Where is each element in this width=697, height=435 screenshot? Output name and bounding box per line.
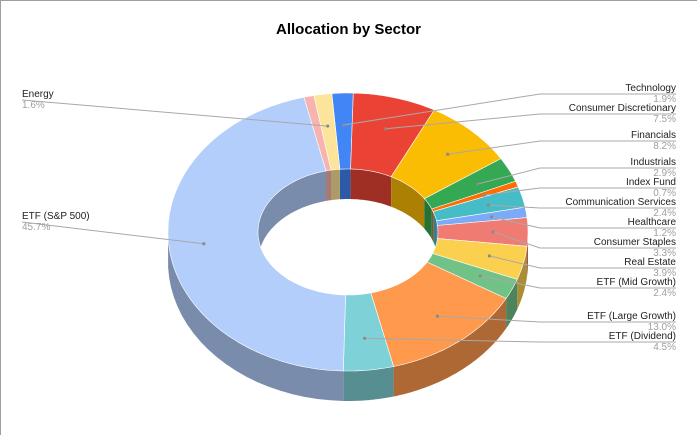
slice-label: ETF (Mid Growth) 2.4% [597, 277, 676, 299]
slice-label-percent: 3.3% [653, 248, 676, 259]
slice-outer-wall [393, 298, 507, 397]
slice-label: ETF (S&P 500) 45.7% [22, 211, 90, 233]
slice-inner-wall [433, 211, 437, 251]
slice-label-name: ETF (Mid Growth) [596, 277, 676, 288]
slice-label: ETF (Large Growth) 13.0% [587, 311, 676, 333]
slice-outer-wall [168, 237, 344, 401]
slice-label-name: Technology [625, 83, 676, 94]
slice-label: Index Fund 0.7% [626, 177, 676, 199]
slice-inner-wall [350, 169, 392, 207]
slice-label: Industrials 2.9% [630, 157, 676, 179]
donut-sides [168, 169, 528, 401]
slice-label-name: Index Fund [625, 177, 676, 188]
slice-inner-wall [258, 170, 326, 260]
slice-energy[interactable] [313, 93, 341, 171]
slice-label-percent: 1.2% [653, 228, 676, 239]
slice-inner-wall [424, 198, 432, 239]
slice-label: Energy 1.6% [22, 89, 54, 111]
slice-inner-wall [331, 169, 340, 201]
slice-label-name: Financials [630, 130, 676, 141]
slice-label: Consumer Staples 3.3% [594, 237, 676, 259]
slice-label-percent: 1.6% [22, 100, 45, 111]
slice-label-percent: 3.9% [653, 268, 676, 279]
slice-label-percent: 2.4% [653, 288, 676, 299]
donut-top [167, 92, 529, 372]
slice-label-percent: 4.5% [653, 342, 676, 353]
slice-label: Financials 8.2% [631, 130, 676, 152]
slice-outer-wall [517, 246, 527, 310]
slice-label-name: Energy [22, 89, 54, 100]
slice-label-percent: 2.4% [653, 208, 676, 219]
slice-label-name: Communication Services [565, 197, 676, 208]
slice-label-percent: 7.5% [653, 114, 676, 125]
slice-outer-wall [506, 279, 518, 329]
slice-label-name: Consumer Staples [593, 237, 676, 248]
slice-label-percent: 2.9% [653, 168, 676, 179]
slice-label: Communication Services 2.4% [565, 197, 676, 219]
slice-label-name: ETF (S&P 500) [22, 211, 90, 222]
slice-inner-wall [326, 170, 331, 201]
slice-label-percent: 13.0% [647, 322, 676, 333]
slice-inner-wall [431, 209, 434, 242]
leader-lines [21, 93, 676, 343]
slice-label-name: Consumer Discretionary [568, 103, 676, 114]
chart-title: Allocation by Sector [275, 21, 422, 38]
slice-label: Real Estate 3.9% [624, 257, 676, 279]
slice-label-percent: 1.9% [653, 94, 676, 105]
slice-label-name: ETF (Dividend) [608, 331, 676, 342]
slice-label: Technology 1.9% [625, 83, 676, 105]
slice-label-percent: 45.7% [22, 222, 51, 233]
slice-outer-wall [343, 366, 394, 401]
slice-label: Consumer Discretionary 7.5% [569, 103, 676, 125]
slice-label-name: Healthcare [627, 217, 676, 228]
slice-inner-wall [339, 169, 351, 200]
slice-label-name: Industrials [630, 157, 676, 168]
slice-label: Healthcare 1.2% [628, 217, 676, 239]
slice-label: ETF (Dividend) 4.5% [609, 331, 676, 353]
slice-label-percent: 0.7% [653, 188, 676, 199]
slice-label-name: Real Estate [624, 257, 676, 268]
slice-label-percent: 8.2% [653, 141, 676, 152]
slice-inner-wall [391, 176, 425, 229]
slice-label-name: ETF (Large Growth) [587, 311, 676, 322]
